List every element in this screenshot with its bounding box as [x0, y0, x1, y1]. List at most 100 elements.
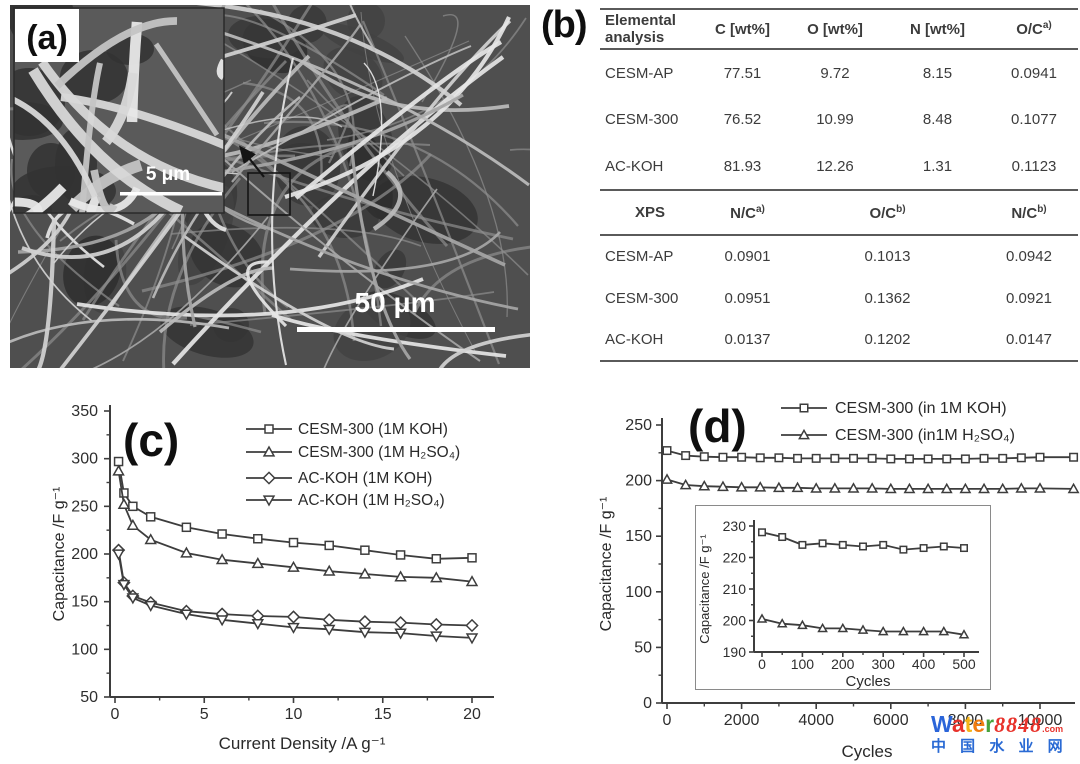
x-tick-label: 10000 — [1018, 712, 1063, 729]
series-3 — [112, 549, 479, 645]
table-cell: 9.72 — [820, 64, 850, 82]
elemental-analysis-table: Elemental analysis C [wt%] O [wt%] N [wt%] O… — [600, 8, 1078, 362]
table-cell: 8.15 — [922, 64, 953, 82]
roi-box — [247, 172, 291, 216]
table-header-cell: XPS — [634, 204, 665, 221]
panel-b-label: (b) — [541, 4, 588, 46]
table-row: CESM-AP 77.51 9.72 8.15 0.0941 — [600, 49, 1078, 96]
table-row: AC-KOH 81.93 12.26 1.31 0.1123 — [600, 143, 1078, 190]
y-tick-label: 100 — [625, 584, 652, 601]
y-ticks: 0 50 100 150 200 250 — [625, 417, 662, 712]
y-axis-label: Capacitance /F g⁻¹ — [51, 487, 68, 622]
chart-svg: 0 5 10 15 20 50 100 150 200 250 300 350 CESM-300 (1M… — [51, 403, 494, 753]
x-axis-label: Cycles — [841, 742, 892, 761]
x-tick-label: 100 — [791, 656, 815, 672]
rate-capability-chart: 0 5 10 15 20 50 100 150 200 250 300 350 CESM-300 (1M… — [50, 388, 550, 764]
y-tick-label: 230 — [723, 518, 747, 534]
sem-inset-border — [13, 7, 225, 214]
legend-label: CESM-300 (1M KOH) — [298, 421, 448, 438]
x-ticks: 0 2000 4000 6000 8000 10000 — [663, 703, 1063, 729]
y-ticks: 190 200 210 220 230 — [723, 518, 754, 660]
watermark-brand-line: Water8848.com — [931, 711, 1080, 737]
table-cell: 81.93 — [723, 157, 762, 175]
row-label-cell: CESM-AP — [605, 64, 674, 82]
y-tick-label: 250 — [625, 417, 652, 434]
panel-label: (c) — [123, 414, 179, 466]
legend-label: AC-KOH (1M KOH) — [298, 470, 432, 487]
watermark: Water8848.com 中 国 水 业 网 — [931, 711, 1080, 756]
table-cell: 0.0941 — [1011, 64, 1057, 82]
y-tick-label: 200 — [625, 473, 652, 490]
table-header-cell: N [wt%] — [910, 20, 965, 38]
y-tick-label: 200 — [723, 613, 747, 629]
table-cell: 10.99 — [816, 111, 854, 128]
x-axis-label: Cycles — [845, 673, 890, 689]
x-tick-label: 500 — [952, 656, 976, 672]
y-tick-label: 250 — [71, 498, 98, 515]
series-1 — [661, 473, 1080, 494]
cycling-stability-inset-chart: 0 100 200 300 400 500 190 200 210 220 230 Cycles Cap… — [695, 505, 991, 690]
x-tick-label: 20 — [463, 706, 481, 723]
watermark-number: 8848 — [994, 712, 1043, 737]
table-header-row: XPS N/Ca) O/Cb) N/Cb) — [600, 191, 1078, 235]
x-tick-label: 8000 — [948, 712, 984, 729]
table-cell: 1.31 — [922, 157, 953, 175]
y-axis-label: Capacitance /F g⁻¹ — [598, 497, 615, 632]
cycling-stability-chart: 0 2000 4000 6000 8000 10000 0 50 100 150 200 250 CES… — [595, 385, 1080, 764]
table-header-cell: O/Cb) — [869, 203, 906, 222]
x-tick-label: 4000 — [798, 712, 834, 729]
legend: CESM-300 (in 1M KOH) CESM-300 (in1M H₂SO₄… — [781, 400, 1015, 444]
y-tick-label: 210 — [723, 581, 747, 597]
legend-label: CESM-300 (1M H₂SO₄) — [298, 444, 460, 461]
series-0 — [113, 456, 477, 564]
table-cell: 0.1013 — [864, 248, 911, 265]
x-tick-label: 0 — [663, 712, 672, 729]
table-header-cell: O [wt%] — [807, 20, 863, 38]
x-tick-label: 6000 — [873, 712, 909, 729]
table-section-elemental: Elemental analysis C [wt%] O [wt%] N [wt%] O… — [600, 8, 1078, 191]
table-row: CESM-AP 0.0901 0.1013 0.0942 — [600, 235, 1078, 277]
legend-label: CESM-300 (in 1M KOH) — [835, 400, 1007, 417]
table-cell: 0.0921 — [1006, 289, 1052, 307]
series-0 — [758, 528, 968, 554]
table-cell: 0.1123 — [1011, 157, 1057, 175]
y-tick-label: 220 — [723, 550, 747, 566]
y-tick-label: 50 — [634, 639, 652, 656]
sem-image-panel: 5 μm (a) 50 μm — [0, 0, 564, 386]
table-cell: 0.1077 — [1011, 111, 1057, 128]
watermark-chinese-text: 中 国 水 业 网 — [931, 738, 1068, 756]
y-tick-label: 150 — [625, 528, 652, 545]
x-tick-label: 400 — [912, 656, 936, 672]
series-0 — [662, 446, 1079, 464]
table-cell: 0.1202 — [864, 331, 911, 348]
y-tick-label: 300 — [71, 451, 98, 468]
x-tick-label: 2000 — [724, 712, 760, 729]
chart-svg: 0 100 200 300 400 500 190 200 210 220 230 Cycles Cap… — [697, 518, 979, 690]
row-label-cell: CESM-300 — [605, 289, 679, 307]
table-cell: 76.52 — [723, 111, 762, 128]
table-row: AC-KOH 0.0137 0.1202 0.0147 — [600, 319, 1078, 361]
inset-scale-bar — [120, 192, 222, 196]
main-scale-bar — [297, 327, 495, 332]
table-cell: 12.26 — [816, 157, 854, 175]
x-tick-label: 0 — [758, 656, 766, 672]
x-tick-label: 15 — [374, 706, 392, 723]
x-tick-label: 0 — [111, 706, 120, 723]
table-cell: 8.48 — [922, 111, 953, 128]
x-tick-label: 5 — [200, 706, 209, 723]
table-cell: 0.0951 — [724, 289, 771, 307]
series-1 — [756, 613, 970, 639]
x-tick-label: 10 — [285, 706, 303, 723]
sem-inset: 5 μm — [14, 8, 224, 213]
panel-a-label: (a) — [26, 19, 68, 57]
table-header-cell: N/Cb) — [1011, 203, 1047, 222]
table-cell: 77.51 — [723, 64, 762, 82]
table-cell: 0.1362 — [864, 289, 911, 307]
y-tick-label: 50 — [80, 689, 98, 706]
y-tick-label: 150 — [71, 594, 98, 611]
x-ticks: 0 5 10 15 20 — [111, 697, 481, 723]
row-label-cell: AC-KOH — [605, 331, 664, 348]
table-cell: 0.0137 — [724, 331, 771, 348]
axes — [661, 418, 1075, 704]
